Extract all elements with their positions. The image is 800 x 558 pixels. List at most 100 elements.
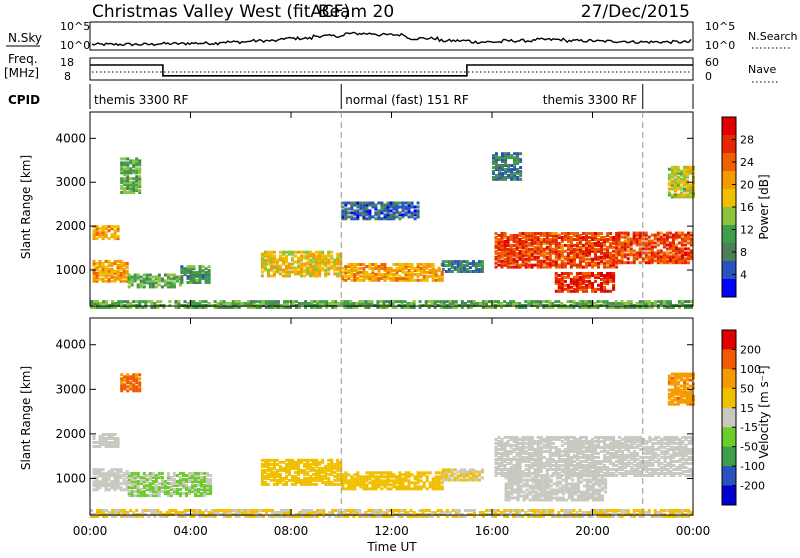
power-cell bbox=[585, 262, 588, 265]
velocity-cell bbox=[152, 472, 155, 475]
power-cell bbox=[327, 272, 330, 275]
power-cell bbox=[303, 269, 306, 272]
power-cell bbox=[666, 300, 669, 303]
velocity-cell bbox=[609, 442, 612, 445]
velocity-cell bbox=[353, 477, 356, 480]
velocity-cell bbox=[627, 454, 630, 457]
velocity-cell bbox=[300, 479, 303, 482]
velocity-cell bbox=[185, 474, 188, 477]
power-cell bbox=[558, 242, 561, 245]
power-cell bbox=[393, 211, 396, 214]
power-cell bbox=[283, 300, 286, 303]
power-cell bbox=[390, 202, 393, 205]
power-cell bbox=[555, 232, 558, 235]
power-cell bbox=[111, 262, 114, 265]
power-cell bbox=[350, 215, 353, 218]
power-cell bbox=[516, 234, 519, 237]
power-cell bbox=[561, 260, 564, 263]
power-cell bbox=[600, 232, 603, 235]
power-cell bbox=[504, 168, 507, 171]
power-cell bbox=[303, 274, 306, 277]
velocity-cell bbox=[282, 477, 285, 480]
velocity-cell bbox=[582, 464, 585, 467]
velocity-cell bbox=[588, 440, 591, 443]
velocity-cell bbox=[660, 462, 663, 465]
power-cell bbox=[330, 265, 333, 268]
power-cell bbox=[220, 300, 223, 303]
velocity-cell bbox=[633, 468, 636, 471]
power-cell bbox=[333, 259, 336, 262]
power-cell bbox=[564, 232, 567, 235]
power-cell bbox=[528, 232, 531, 235]
velocity-cell bbox=[597, 456, 600, 459]
power-cell bbox=[594, 302, 597, 305]
velocity-cell bbox=[561, 468, 564, 471]
power-cell bbox=[561, 244, 564, 247]
power-cell bbox=[582, 232, 585, 235]
velocity-cell bbox=[552, 442, 555, 445]
power-cell bbox=[452, 300, 455, 303]
velocity-cell bbox=[102, 472, 105, 475]
power-cell bbox=[123, 268, 126, 271]
noise-right-tick-top: 10^5 bbox=[705, 20, 735, 33]
velocity-cell bbox=[594, 444, 597, 447]
velocity-cell bbox=[197, 488, 200, 491]
velocity-cell bbox=[185, 492, 188, 495]
power-cell bbox=[158, 274, 161, 277]
velocity-cell bbox=[495, 442, 498, 445]
power-cell bbox=[384, 204, 387, 207]
power-cell bbox=[208, 269, 211, 272]
power-cell bbox=[469, 262, 472, 265]
velocity-cell bbox=[285, 475, 288, 478]
power-cell bbox=[279, 265, 282, 268]
velocity-cell bbox=[675, 466, 678, 469]
velocity-cell bbox=[525, 442, 528, 445]
power-cell bbox=[573, 232, 576, 235]
velocity-cell bbox=[498, 456, 501, 459]
velocity-cell bbox=[685, 444, 688, 447]
power-cell bbox=[108, 229, 111, 232]
power-cell bbox=[488, 300, 491, 303]
velocity-cell bbox=[448, 474, 451, 477]
velocity-cell bbox=[501, 468, 504, 471]
power-cell bbox=[405, 211, 408, 214]
power-cell bbox=[362, 267, 365, 270]
velocity-cell bbox=[420, 471, 423, 474]
power-cell bbox=[361, 300, 364, 303]
velocity-cell bbox=[264, 475, 267, 478]
power-cell bbox=[633, 249, 636, 252]
power-cell bbox=[591, 242, 594, 245]
velocity-cell bbox=[685, 470, 688, 473]
power-cell bbox=[678, 242, 681, 245]
velocity-cell bbox=[291, 459, 294, 462]
velocity-cell bbox=[685, 436, 688, 439]
velocity-cell bbox=[279, 465, 282, 468]
power-cell bbox=[528, 264, 531, 267]
velocity-cell bbox=[618, 466, 621, 469]
velocity-cell bbox=[606, 466, 609, 469]
velocity-cell bbox=[672, 460, 675, 463]
power-cell bbox=[347, 208, 350, 211]
cpid-segment-label-1: normal (fast) 151 RF bbox=[345, 93, 469, 107]
velocity-cell bbox=[108, 470, 111, 473]
power-cell bbox=[495, 262, 498, 265]
power-cell bbox=[639, 247, 642, 250]
power-cell bbox=[292, 300, 295, 303]
velocity-cell bbox=[609, 452, 612, 455]
power-cell bbox=[522, 232, 525, 235]
power-cell bbox=[536, 300, 539, 303]
power-cell bbox=[572, 300, 575, 303]
power-cell bbox=[492, 154, 495, 157]
velocity-cell bbox=[432, 477, 435, 480]
power-cell bbox=[152, 276, 155, 279]
velocity-cell bbox=[161, 490, 164, 493]
power-cell bbox=[143, 285, 146, 288]
power-cell bbox=[164, 279, 167, 282]
velocity-cell bbox=[510, 466, 513, 469]
velocity-cell bbox=[654, 460, 657, 463]
power-cell bbox=[99, 302, 102, 305]
freq-left-label: Freq. bbox=[8, 52, 38, 66]
velocity-cell bbox=[540, 446, 543, 449]
power-cell bbox=[513, 248, 516, 251]
